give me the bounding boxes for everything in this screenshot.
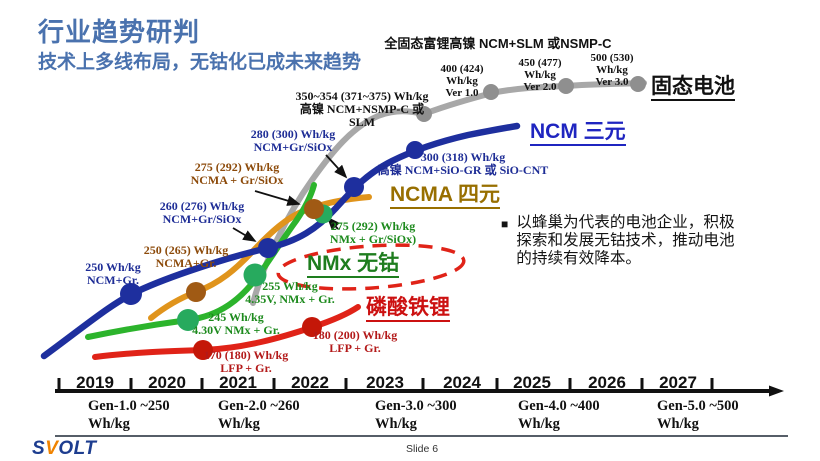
roadmap-chart: [40, 76, 788, 437]
label-ss-400: 400 (424) Wh/kg Ver 1.0: [440, 63, 484, 99]
year-2026: 2026: [588, 373, 626, 392]
cobalt-free-highlight-ellipse: [276, 243, 466, 291]
year-2019: 2019: [76, 373, 114, 392]
dot-ss-350: [416, 106, 432, 122]
timeline-axis-arrowhead: [769, 385, 784, 397]
gen-4-label: Gen-4.0 ~400 Wh/kg: [518, 398, 600, 433]
page-subtitle: 技术上多线布局，无钴化已成未来趋势: [38, 52, 362, 73]
year-2027: 2027: [659, 373, 697, 392]
year-2023: 2023: [366, 373, 404, 392]
gen-2-label: Gen-2.0 ~260 Wh/kg: [218, 398, 300, 433]
dot-ss-450: [558, 78, 574, 94]
category-solid-state: 固态电池: [651, 75, 735, 102]
logo-letter-s: S: [32, 438, 46, 459]
logo-letter-v: V: [45, 438, 59, 459]
page-title: 行业趋势研判: [38, 17, 201, 47]
gen-3-label: Gen-3.0 ~300 Wh/kg: [375, 398, 457, 433]
logo-letters-olt: OLT: [58, 438, 97, 459]
label-ncm-250: 250 Wh/kg NCM+Gr.: [85, 260, 141, 287]
dot-ncma-250: [186, 282, 206, 302]
bullet-square-icon: ■: [501, 217, 509, 231]
dot-ss-500: [630, 76, 646, 92]
year-2024: 2024: [443, 373, 481, 392]
key-point-text: 以蜂巢为代表的电池企业，积极探索和发展无钴技术，推动电池的持续有效降本。: [516, 214, 735, 268]
category-ncma: NCMA 四元: [390, 183, 501, 210]
svolt-logo: SVOLT: [32, 438, 96, 460]
dot-nmx-255: [243, 263, 267, 287]
year-2021: 2021: [219, 373, 257, 392]
label-ncm-260: 260 (276) Wh/kg NCM+Gr/SiOx: [159, 199, 245, 226]
year-2022: 2022: [291, 373, 329, 392]
dot-ncma-275: [304, 199, 324, 219]
key-point-note: ■ 以蜂巢为代表的电池企业，积极探索和发展无钴技术，推动电池的持续有效降本。: [501, 214, 757, 269]
label-ncma-275: 275 (292) Wh/kg NCMA + Gr/SiOx: [190, 160, 284, 187]
label-ncm-300: 300 (318) Wh/kg 高镍 NCM+SiO-GR 或 SiO-CNT: [377, 150, 549, 177]
label-ncma-250: 250 (265) Wh/kg NCMA+Gr.: [143, 243, 229, 270]
category-lfp: 磷酸铁锂: [366, 296, 450, 323]
dot-lfp-170: [193, 340, 213, 360]
category-nmx: NMx 无钴: [307, 252, 400, 279]
solid-state-header: 全固态富锂高镍 NCM+SLM 或NSMP-C: [384, 36, 612, 51]
arrow-to-ncm-260-dot: [232, 227, 257, 242]
label-nmx-275: 275 (292) Wh/kg NMx + Gr/SiOx): [329, 219, 417, 246]
label-ss-350: 350~354 (371~375) Wh/kg 高镍 NCM+NSMP-C 或 …: [295, 89, 429, 129]
dot-ss-400: [483, 84, 499, 100]
curve-lfp: [92, 304, 361, 360]
label-nmx-245: 245 Wh/kg 4.30V NMx + Gr.: [192, 310, 280, 337]
timeline-ticks: [57, 378, 714, 390]
slide-number: Slide 6: [406, 443, 439, 455]
year-2020: 2020: [148, 373, 186, 392]
dot-lfp-180: [302, 317, 322, 337]
dot-ncm-250: [120, 283, 142, 305]
dot-ncm-280: [344, 177, 364, 197]
label-ss-450: 450 (477) Wh/kg Ver 2.0: [518, 57, 562, 93]
dot-ncm-300: [406, 141, 424, 159]
label-ncm-280: 280 (300) Wh/kg NCM+Gr/SiOx: [250, 127, 336, 154]
gen-5-label: Gen-5.0 ~500 Wh/kg: [657, 398, 739, 433]
label-nmx-255: 255 Wh/kg 4.35V, NMx + Gr.: [245, 279, 335, 306]
label-ss-500: 500 (530) Wh/kg Ver 3.0: [590, 52, 634, 88]
dot-nmx-245: [177, 309, 199, 331]
label-lfp-170: 170 (180) Wh/kg LFP + Gr.: [203, 348, 289, 375]
year-2025: 2025: [513, 373, 551, 392]
gen-1-label: Gen-1.0 ~250 Wh/kg: [88, 398, 170, 433]
label-lfp-180: 180 (200) Wh/kg LFP + Gr.: [312, 328, 398, 355]
arrow-to-ncma-275-dot: [254, 190, 301, 206]
category-ncm: NCM 三元: [530, 120, 626, 147]
dot-ncm-260: [258, 238, 278, 258]
arrow-to-ncm-280-dot: [325, 154, 348, 179]
